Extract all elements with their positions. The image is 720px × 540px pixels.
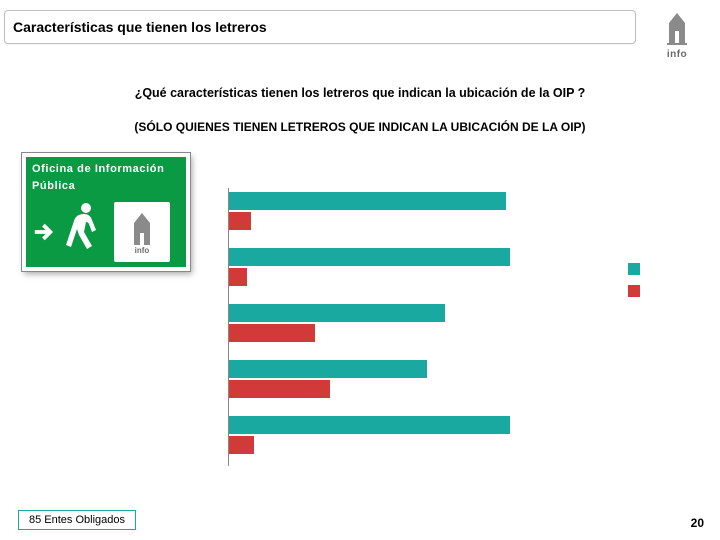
legend-row-si xyxy=(628,258,708,280)
bar xyxy=(229,360,427,378)
arrow-right-icon xyxy=(32,221,54,243)
subtitle-question: ¿Qué características tienen los letreros… xyxy=(0,86,720,100)
bar xyxy=(229,268,247,286)
page-number: 20 xyxy=(691,516,704,530)
sign-panel: info xyxy=(114,202,170,262)
bar xyxy=(229,212,251,230)
building-icon xyxy=(657,9,697,49)
header-band: Características que tienen los letreros xyxy=(4,10,636,44)
sign-title-line1: Oficina de Información xyxy=(32,163,180,176)
bar xyxy=(229,192,506,210)
svg-text:info: info xyxy=(135,246,150,255)
legend-swatch-si xyxy=(628,263,640,275)
legend-row-no xyxy=(628,280,708,302)
logo-text: info xyxy=(667,49,687,60)
logo: info xyxy=(644,6,710,62)
sign-body: info xyxy=(32,196,180,268)
page: Características que tienen los letreros … xyxy=(0,0,720,540)
bar xyxy=(229,248,510,266)
subtitle-note: (SÓLO QUIENES TIENEN LETREROS QUE INDICA… xyxy=(0,120,720,134)
legend-swatch-no xyxy=(628,285,640,297)
pedestrian-icon xyxy=(60,200,108,264)
bar xyxy=(229,380,330,398)
sign-box: Oficina de Información Pública info xyxy=(22,153,190,271)
bar xyxy=(229,416,510,434)
building-small-icon: info xyxy=(122,209,162,255)
legend xyxy=(628,258,708,302)
bar xyxy=(229,304,445,322)
bar xyxy=(229,324,315,342)
footer-left: 85 Entes Obligados xyxy=(18,510,136,530)
chart-area xyxy=(188,188,608,478)
bar xyxy=(229,436,254,454)
page-title: Características que tienen los letreros xyxy=(13,19,267,35)
sign-title-line2: Pública xyxy=(32,180,180,193)
